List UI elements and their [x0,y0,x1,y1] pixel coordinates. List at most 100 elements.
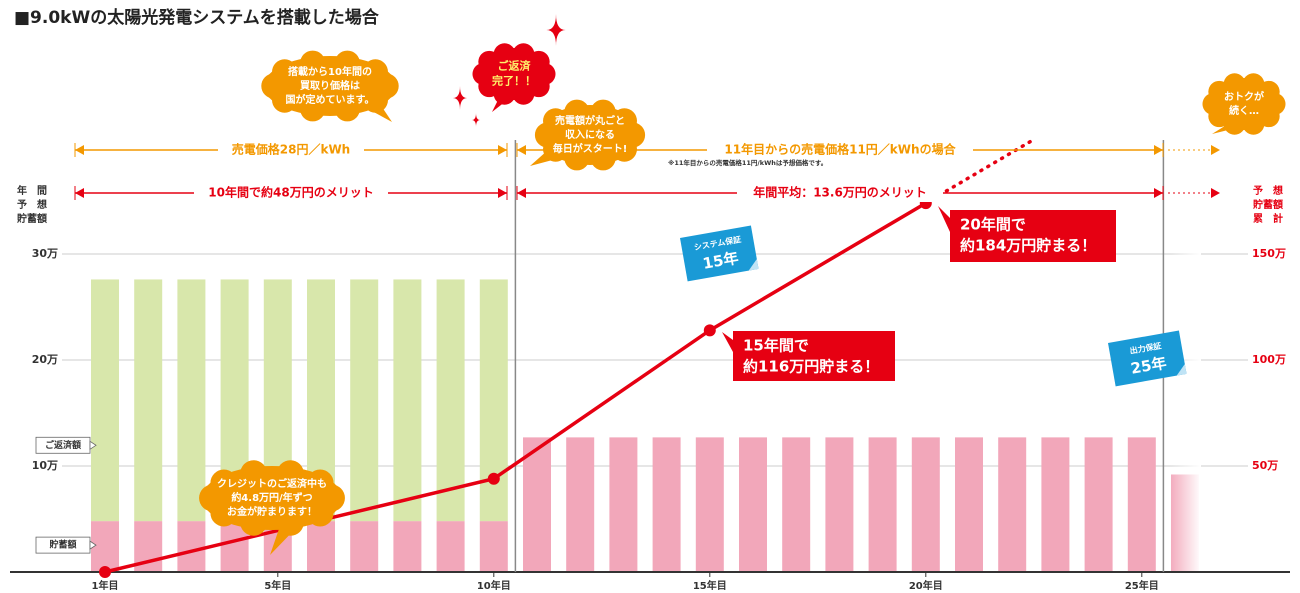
tag-fold [1176,363,1187,376]
bar [350,279,379,522]
bubble-text: 搭載から10年間の [288,65,372,78]
bubble-text: クレジットのご返済中も [217,477,327,490]
arrow-head [1211,188,1220,198]
bar [307,521,335,572]
callout-text: 約184万円貯まる！ [960,237,1096,255]
price-note: ※11年目からの売電価格11円/kWhは予想価格です。 [668,158,827,167]
tag-text: 15年 [701,249,739,273]
bar [911,437,940,572]
y2-axis-label: 予 想 [1253,184,1283,197]
callout-box [950,210,1116,262]
bar [868,437,897,572]
bubble-text: 約4.8万円/年ずつ [231,491,312,504]
bar [1127,437,1156,572]
bar [566,437,595,572]
bar [479,521,508,572]
x-tick-label: 15年目 [693,579,727,592]
label-bg [218,141,364,159]
sparkle [452,86,468,110]
bar [393,521,422,572]
arrow-head [75,188,84,198]
y-axis-label: 年 間 [17,184,47,197]
cloud-body [264,56,396,116]
x-tick-label: 10年目 [477,579,511,592]
y2-axis-label: 貯蓄額 [1253,198,1283,211]
cloud-body [540,105,640,165]
bubble-text: お金が貯まります！ [227,505,317,518]
bar [652,437,681,572]
bar [134,279,163,522]
bubble-text: 国が定めています。 [286,93,375,106]
tag-box [680,225,759,282]
bubble-text: おトクが [1224,90,1265,103]
cloud-tail [370,104,392,122]
bar [350,521,379,572]
label-bg [194,184,388,202]
y2-tick-label: 50万 [1252,459,1278,472]
bar [177,279,206,522]
bubble-text: 売電額が丸ごと [555,114,625,127]
bracket-label: 売電価格28円／kWh [232,142,350,157]
series-tag-arrow [89,440,97,451]
arrow-head [498,145,507,155]
bar [782,437,811,572]
bubble-text: ご返済 [498,59,532,73]
bar [1084,437,1113,572]
x-tick-label: 1年目 [92,579,119,592]
legend-label: ご返済額 [45,439,81,451]
bar [436,279,465,522]
arrow-head [517,145,526,155]
y2-tick-label: 150万 [1252,247,1286,260]
callout-text: 15年間で [743,337,809,355]
bar [955,437,983,572]
bar [609,437,638,572]
cloud-tail [492,96,510,112]
bar [91,521,119,572]
cloud-body [1208,78,1280,130]
y2-axis-label: 累 計 [1253,212,1283,225]
y-axis-label: 貯蓄額 [17,212,47,225]
y-tick-label: 20万 [32,353,58,366]
cloud-tail [270,524,300,555]
x-tick-label: 20年目 [909,579,943,592]
bubble-text: 続く… [1229,104,1259,117]
bracket-label: 年間平均：13.6万円のメリット [753,185,927,200]
callout-text: 20年間で [960,216,1026,234]
bar [393,279,422,522]
point [99,566,111,578]
x-tick-label: 5年目 [264,579,291,592]
arrow-head [1211,145,1220,155]
y-axis-label: 予 想 [17,198,47,211]
bar [91,279,119,522]
bar [479,279,508,522]
y2-tick-label: 100万 [1252,353,1286,366]
tag-box [1108,330,1187,387]
cloud-body [202,466,342,530]
bar [523,437,551,572]
point [487,472,500,485]
y-tick-label: 30万 [32,247,58,260]
y-tick-label: 10万 [32,459,58,472]
cloud-body [478,48,550,100]
arrow-head [498,188,507,198]
arrow-head [1154,188,1163,198]
point [703,324,716,337]
arrow-head [517,188,526,198]
cloud-tail [530,150,560,166]
callout-tip [938,206,950,232]
bar [998,437,1027,572]
bar [1041,437,1070,572]
callout-box [733,331,895,381]
bar [825,437,854,572]
bracket-label: 10年間で約48万円のメリット [208,185,373,200]
tag-fold [748,258,759,271]
legend-label: 貯蓄額 [49,539,76,551]
cloud-tail [1212,124,1236,134]
bar [436,521,465,572]
chart-title: ■9.0kWの太陽光発電システムを搭載した場合 [14,7,380,28]
tag-text: 25年 [1129,354,1167,378]
x-tick-label: 25年目 [1125,579,1159,592]
sparkle [471,113,481,127]
